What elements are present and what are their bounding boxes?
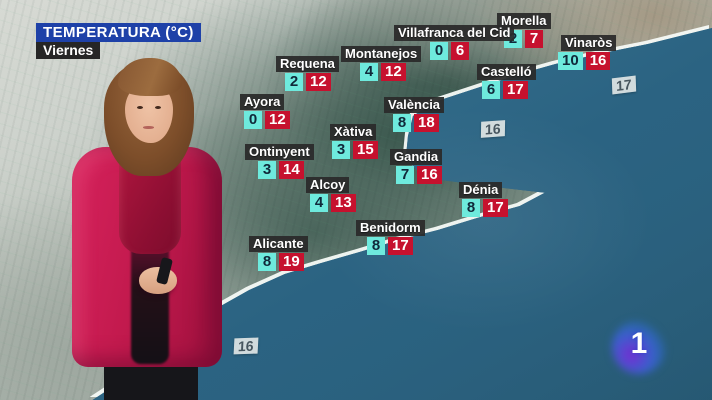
city-name: Xàtiva — [330, 124, 377, 140]
logo-number: 1 — [630, 327, 648, 360]
temp-chips: 6 17 — [482, 81, 536, 99]
temp-chips: 10 16 — [558, 52, 616, 70]
city-label: Alicante 8 19 — [249, 236, 308, 271]
city-name: Gandia — [390, 149, 443, 165]
header: TEMPERATURA (°C) Viernes — [36, 23, 201, 59]
temp-chips: 4 12 — [360, 63, 421, 81]
city-label: Castelló 6 17 — [477, 64, 536, 99]
min-temp: 2 — [285, 73, 303, 91]
city-label: Ontinyent 3 14 — [245, 144, 314, 179]
min-temp: 10 — [558, 52, 583, 70]
max-temp: 6 — [451, 42, 469, 60]
city-label: Montanejos 4 12 — [341, 46, 422, 81]
sea-temp-label: 16 — [233, 337, 258, 355]
city-name: Benidorm — [356, 220, 425, 236]
sea-temp-label: 17 — [611, 75, 636, 95]
city-name: València — [384, 97, 445, 113]
city-name: Vinaròs — [561, 35, 617, 51]
max-temp: 13 — [331, 194, 356, 212]
day-label: Viernes — [36, 42, 101, 59]
city-label: Vinaròs 10 16 — [558, 35, 617, 70]
max-temp: 14 — [279, 161, 304, 179]
min-temp: 8 — [258, 253, 276, 271]
max-temp: 16 — [417, 166, 442, 184]
min-temp: 8 — [462, 199, 480, 217]
max-temp: 12 — [265, 111, 290, 129]
max-temp: 17 — [503, 81, 528, 99]
city-name: Alcoy — [306, 177, 350, 193]
temp-chips: 2 12 — [285, 73, 339, 91]
max-temp: 15 — [353, 141, 378, 159]
channel-logo-la1: 1 — [612, 320, 666, 374]
max-temp: 19 — [279, 253, 304, 271]
max-temp: 17 — [388, 237, 413, 255]
temp-chips: 8 19 — [258, 253, 308, 271]
min-temp: 8 — [367, 237, 385, 255]
city-name: Villafranca del Cid — [394, 25, 515, 41]
temp-chips: 4 13 — [310, 194, 356, 212]
city-label: Xàtiva 3 15 — [330, 124, 378, 159]
min-temp: 0 — [244, 111, 262, 129]
city-name: Alicante — [249, 236, 308, 252]
city-label: València 8 18 — [384, 97, 445, 132]
city-label: Villafranca del Cid 0 6 — [394, 25, 515, 60]
city-name: Requena — [276, 56, 339, 72]
min-temp: 4 — [310, 194, 328, 212]
min-temp: 0 — [430, 42, 448, 60]
min-temp: 4 — [360, 63, 378, 81]
min-temp: 3 — [258, 161, 276, 179]
temp-chips: 7 16 — [396, 166, 442, 184]
city-label: Dénia 8 17 — [459, 182, 508, 217]
city-label: Benidorm 8 17 — [356, 220, 425, 255]
max-temp: 12 — [381, 63, 406, 81]
temp-chips: 0 12 — [244, 111, 290, 129]
max-temp: 12 — [306, 73, 331, 91]
sea-temp-label: 16 — [480, 120, 505, 138]
city-label: Gandia 7 16 — [390, 149, 443, 184]
city-name: Ayora — [240, 94, 285, 110]
max-temp: 18 — [414, 114, 439, 132]
temp-chips: 3 15 — [332, 141, 378, 159]
temp-chips: 8 18 — [393, 114, 444, 132]
min-temp: 8 — [393, 114, 411, 132]
min-temp: 3 — [332, 141, 350, 159]
city-label: Requena 2 12 — [276, 56, 339, 91]
max-temp: 16 — [585, 52, 611, 70]
city-label: Alcoy 4 13 — [306, 177, 356, 212]
city-name: Castelló — [477, 64, 536, 80]
temp-chips: 8 17 — [462, 199, 508, 217]
page-title: TEMPERATURA (°C) — [36, 23, 201, 42]
city-name: Montanejos — [341, 46, 422, 62]
city-label: Ayora 0 12 — [240, 94, 290, 129]
city-name: Dénia — [459, 182, 503, 198]
max-temp: 7 — [525, 30, 543, 48]
min-temp: 7 — [396, 166, 414, 184]
max-temp: 17 — [483, 199, 508, 217]
temp-chips: 3 14 — [258, 161, 314, 179]
temp-chips: 8 17 — [367, 237, 425, 255]
logo-glow — [612, 320, 666, 374]
city-name: Ontinyent — [245, 144, 314, 160]
min-temp: 6 — [482, 81, 500, 99]
